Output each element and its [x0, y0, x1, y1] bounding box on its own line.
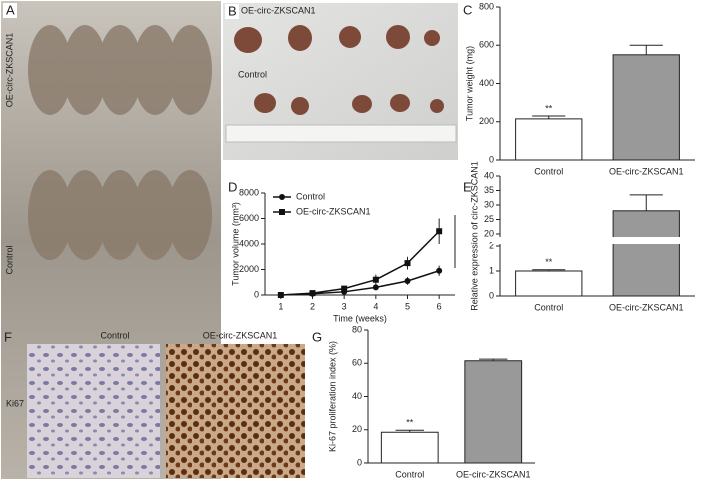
photo-label: Ki67	[6, 398, 24, 408]
label-box	[3, 3, 17, 18]
panel-label: D	[228, 179, 237, 194]
bar	[464, 360, 523, 464]
y-tick-label: 40	[484, 170, 494, 180]
marker	[372, 284, 379, 291]
panel-label: F	[4, 329, 12, 344]
photo-label: Control	[4, 245, 14, 274]
annotation: **	[406, 418, 414, 428]
marker	[404, 277, 411, 284]
marker	[404, 260, 411, 267]
y-tick-label: 8000	[239, 187, 259, 197]
y-axis-label: Relative expression of circ-ZKSCAN1	[469, 161, 479, 311]
label-box	[461, 3, 475, 18]
panel-label: B	[228, 3, 237, 18]
legend-marker	[279, 194, 285, 200]
mice	[28, 25, 212, 260]
y-tick-label: 40	[352, 391, 362, 401]
y-tick-label: 0	[357, 457, 362, 467]
x-tick-label: 2	[310, 301, 315, 311]
x-tick-label: OE-circ-ZKSCAN1	[609, 302, 684, 312]
y-tick-label: 4000	[239, 238, 259, 248]
y-tick-label: 30	[484, 199, 494, 209]
label-box	[225, 4, 239, 19]
photo-label: Control	[238, 69, 267, 79]
x-tick-label: Control	[395, 469, 424, 479]
y-tick-label: 2	[489, 240, 494, 250]
bar	[515, 118, 583, 161]
marker	[341, 285, 348, 292]
bar	[515, 270, 583, 297]
annotation: **	[545, 257, 553, 267]
marker	[436, 267, 443, 274]
annotation: **	[545, 103, 553, 113]
y-tick-label: 0	[489, 290, 494, 300]
panel-label: E	[463, 179, 472, 194]
series-line	[280, 270, 440, 296]
ruler	[225, 124, 457, 143]
y-tick-label: 6000	[239, 213, 259, 223]
y-tick-label: 25	[484, 214, 494, 224]
y-tick-label: 2000	[239, 264, 259, 274]
legend-label: Control	[296, 191, 325, 201]
panel-label: A	[6, 2, 15, 17]
y-tick-label: 60	[352, 358, 362, 368]
x-tick-label: 1	[278, 301, 283, 311]
y-tick-label: 20	[484, 228, 494, 238]
y-tick-label: 800	[479, 1, 494, 11]
marker	[436, 228, 443, 235]
y-tick-label: 80	[352, 324, 362, 334]
x-tick-label: 5	[405, 301, 410, 311]
y-tick-label: 0	[254, 289, 259, 299]
x-tick-label: OE-circ-ZKSCAN1	[609, 166, 684, 176]
panel-label: G	[312, 329, 322, 344]
y-tick-label: 400	[479, 78, 494, 88]
legend-label: OE-circ-ZKSCAN1	[296, 206, 371, 216]
x-tick-label: OE-circ-ZKSCAN1	[456, 469, 531, 479]
histology-control	[27, 344, 160, 478]
photo-label: OE-circ-ZKSCAN1	[241, 5, 316, 15]
series-line	[280, 230, 440, 296]
x-tick-label: Control	[534, 166, 563, 176]
photo-label: OE-circ-ZKSCAN1	[203, 330, 278, 340]
x-tick-label: 6	[437, 301, 442, 311]
x-tick-label: 4	[373, 301, 378, 311]
y-tick-label: 35	[484, 185, 494, 195]
bar	[612, 54, 680, 161]
tumors	[234, 25, 444, 115]
legend-marker	[279, 209, 285, 215]
marker	[277, 292, 284, 298]
photo-label: Control	[100, 330, 129, 340]
bar	[612, 210, 680, 297]
marker	[372, 276, 379, 283]
y-tick-label: 20	[352, 424, 362, 434]
bar	[380, 431, 439, 464]
marker	[309, 290, 316, 297]
x-axis-label: Time (weeks)	[333, 313, 387, 323]
histology-oe	[166, 344, 305, 478]
y-tick-label: 600	[479, 40, 494, 50]
x-tick-label: 3	[342, 301, 347, 311]
y-tick-label: 0	[489, 154, 494, 164]
y-tick-label: 200	[479, 116, 494, 126]
y-tick-label: 1	[489, 265, 494, 275]
x-tick-label: Control	[534, 302, 563, 312]
y-axis-label: Ki-67 proliferation index (%)	[327, 341, 337, 452]
axis-break	[492, 237, 697, 244]
photo-label: OE-circ-ZKSCAN1	[4, 33, 14, 108]
y-axis-label: Tumor volume (mm³)	[230, 202, 240, 286]
y-axis-label: Tumor weight (mg)	[464, 46, 474, 121]
panel-label: C	[463, 2, 472, 17]
